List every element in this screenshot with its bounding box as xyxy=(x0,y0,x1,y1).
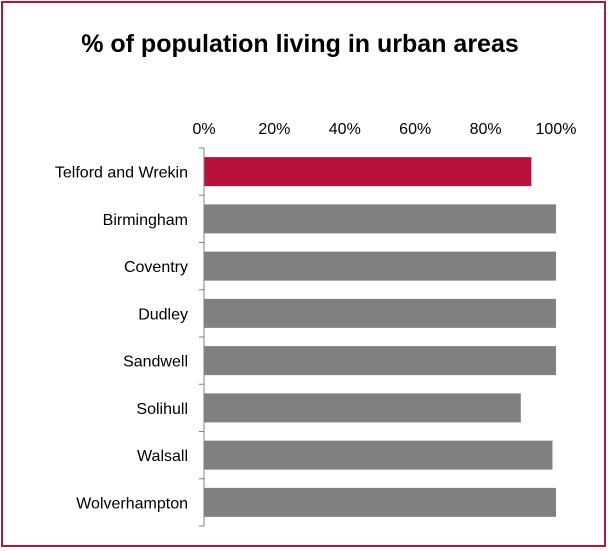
bar xyxy=(204,487,556,517)
bar xyxy=(204,298,556,328)
category-label: Dudley xyxy=(138,306,188,323)
x-tick-label: 100% xyxy=(536,121,577,138)
category-label: Sandwell xyxy=(123,354,188,371)
chart-title: % of population living in urban areas xyxy=(81,30,519,58)
category-label: Telford and Wrekin xyxy=(55,165,188,182)
category-label: Walsall xyxy=(137,448,188,465)
bar xyxy=(204,204,556,234)
bar xyxy=(204,157,532,187)
category-label: Birmingham xyxy=(103,212,188,229)
x-axis-ticks: 0% 20% 40% 60% 80% 100% xyxy=(192,121,576,138)
x-tick-label: 80% xyxy=(470,121,502,138)
x-tick-label: 20% xyxy=(258,121,290,138)
category-label: Solihull xyxy=(136,401,188,418)
bar xyxy=(204,346,556,376)
category-labels: Telford and Wrekin Birmingham Coventry Dudl… xyxy=(55,165,188,513)
bars xyxy=(204,157,556,517)
x-tick-label: 60% xyxy=(399,121,431,138)
x-tick-label: 40% xyxy=(329,121,361,138)
bar xyxy=(204,251,556,281)
bar xyxy=(204,440,553,470)
y-axis xyxy=(199,147,205,527)
category-label: Wolverhampton xyxy=(76,495,188,512)
category-label: Coventry xyxy=(124,259,188,276)
x-tick-label: 0% xyxy=(192,121,215,138)
bar xyxy=(204,393,521,423)
